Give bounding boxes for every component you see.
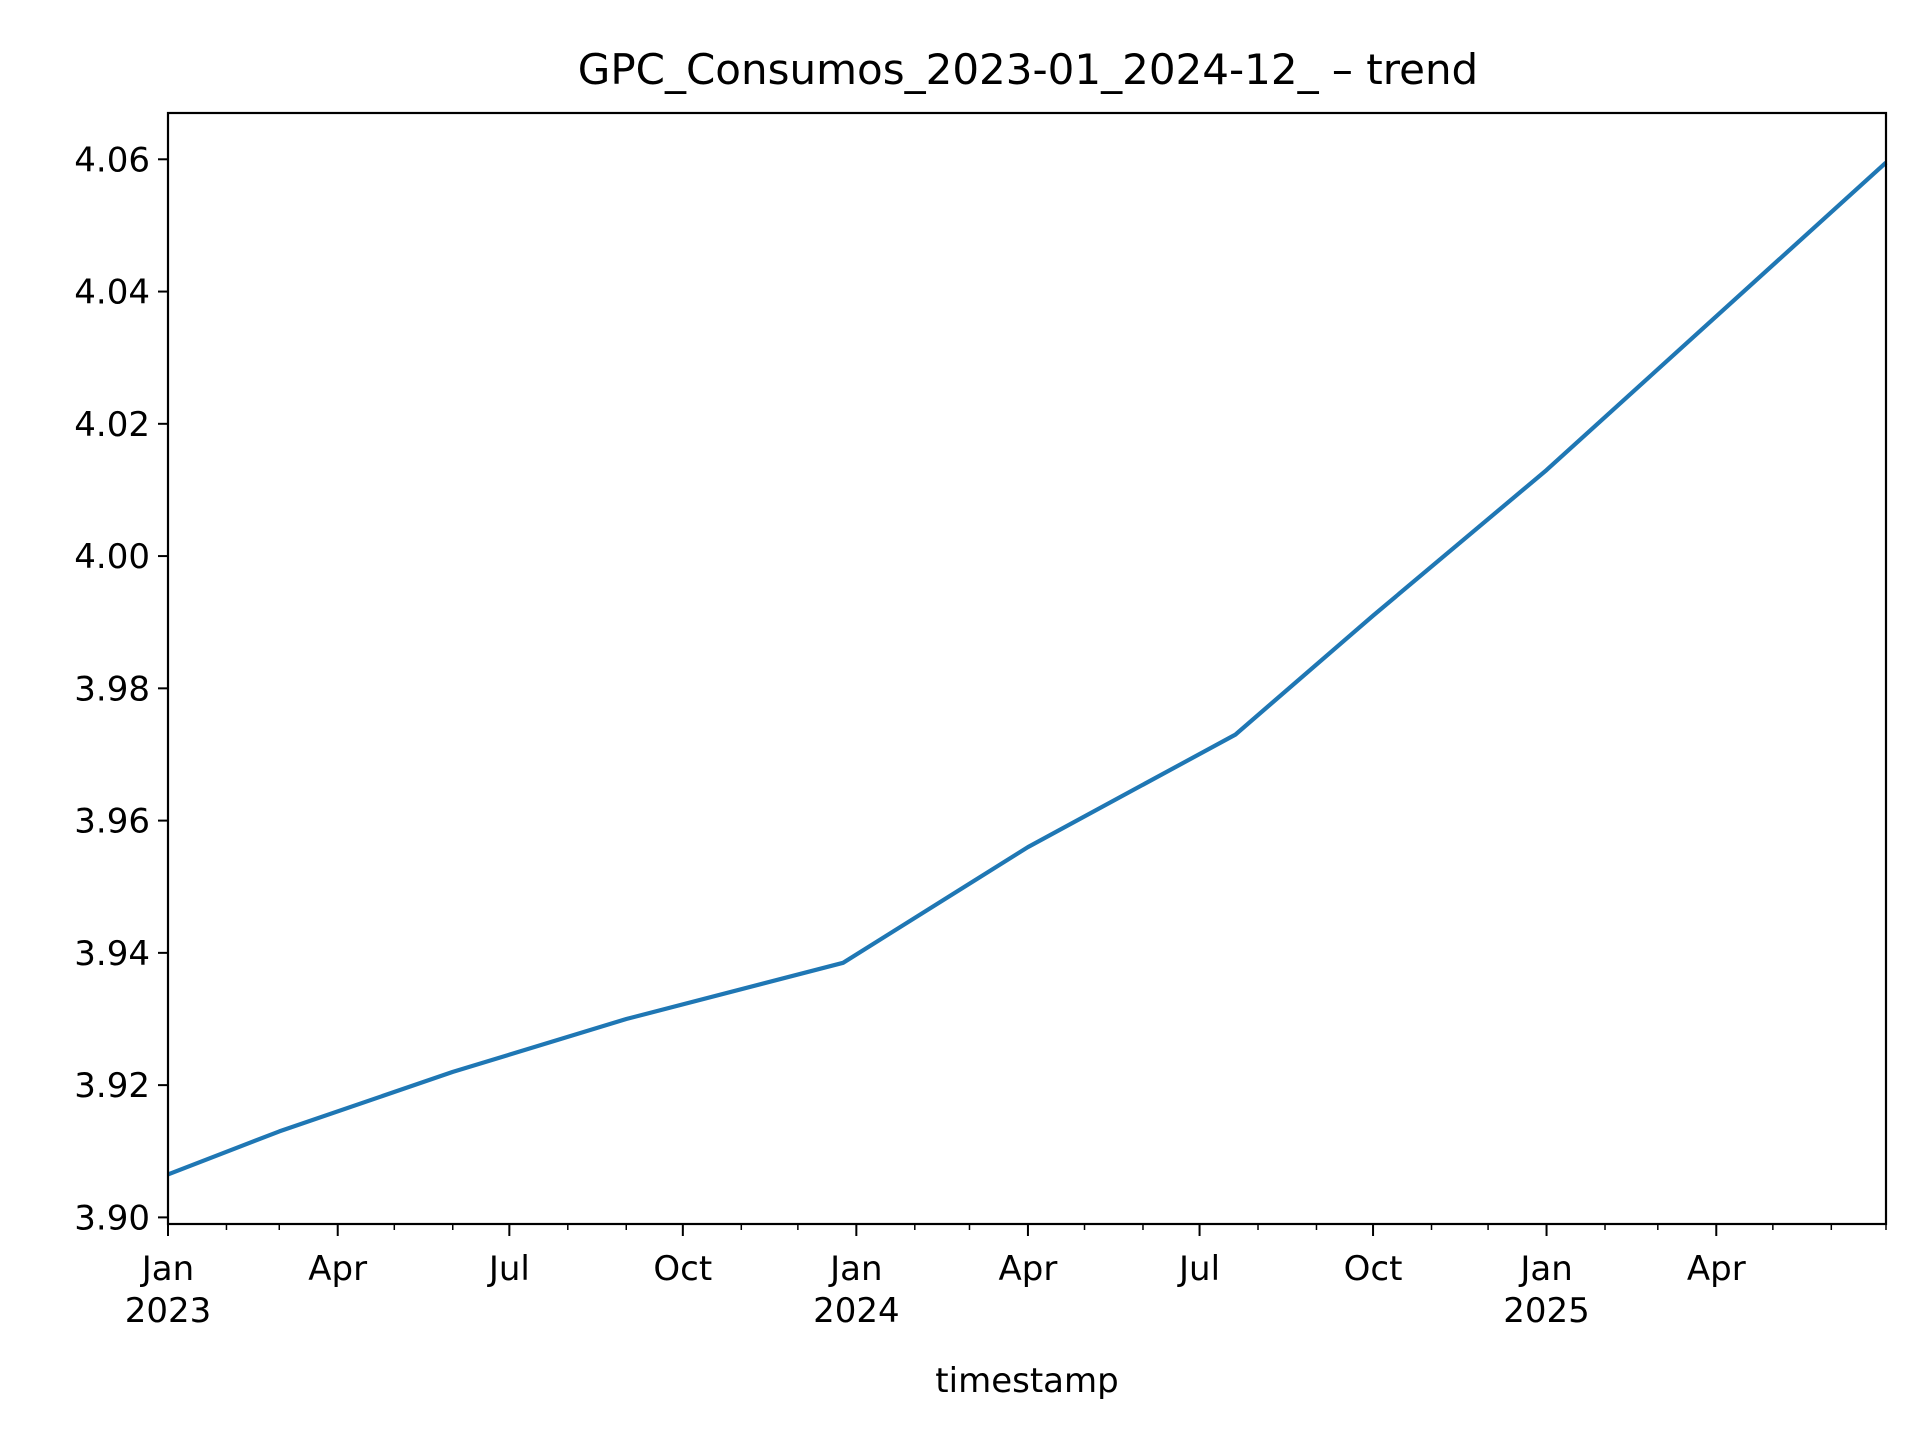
y-tick-label: 3.90 (74, 1198, 150, 1238)
y-tick-label: 3.92 (74, 1066, 150, 1106)
y-tick-label: 4.00 (74, 537, 150, 577)
x-axis-title: timestamp (935, 1361, 1118, 1401)
x-tick-label: Apr (308, 1249, 367, 1289)
x-axis-minor-ticks (167, 1224, 1887, 1230)
x-tick-label: Jul (487, 1249, 530, 1289)
series-layer (167, 161, 1888, 1177)
y-tick-label: 4.04 (74, 273, 150, 313)
plot-frame (166, 111, 1888, 1226)
x-tick-label: Jan (1518, 1249, 1572, 1289)
trend-line (167, 161, 1888, 1177)
x-tick-label: Apr (1687, 1249, 1746, 1289)
y-tick-label: 4.06 (74, 140, 150, 180)
x-tick-label: Jan (828, 1249, 882, 1289)
y-tick-label: 4.02 (74, 405, 150, 445)
x-tick-year-label: 2024 (813, 1291, 900, 1331)
x-tick-year-label: 2025 (1503, 1291, 1590, 1331)
x-tick-label: Jul (1177, 1249, 1220, 1289)
y-tick-label: 3.96 (74, 802, 150, 842)
x-tick-label: Oct (1344, 1249, 1403, 1289)
x-tick-label: Apr (999, 1249, 1058, 1289)
y-tick-label: 3.94 (74, 934, 150, 974)
x-tick-label: Oct (653, 1249, 712, 1289)
y-tick-label: 3.98 (74, 669, 150, 709)
x-tick-label: Jan (140, 1249, 194, 1289)
x-tick-year-label: 2023 (125, 1291, 212, 1331)
chart-title: GPC_Consumos_2023-01_2024-12_ – trend (578, 45, 1478, 94)
y-axis-ticks: 3.90 3.92 3.94 3.96 3.98 4.00 4.02 4.04 4.06 (74, 140, 168, 1238)
